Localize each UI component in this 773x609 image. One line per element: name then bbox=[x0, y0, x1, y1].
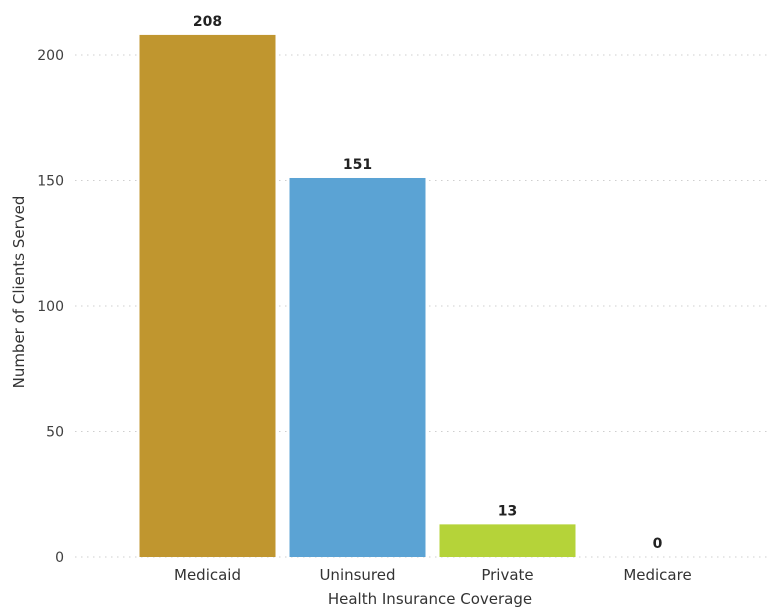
data-label-medicaid: 208 bbox=[193, 14, 222, 30]
x-axis-title: Health Insurance Coverage bbox=[328, 590, 532, 608]
x-axis-categories: Medicaid Uninsured Private Medicare bbox=[174, 566, 692, 584]
y-axis-title: Number of Clients Served bbox=[10, 196, 28, 389]
y-tick-label: 50 bbox=[46, 425, 64, 441]
y-tick-label: 200 bbox=[37, 48, 64, 64]
bar-medicaid[interactable] bbox=[139, 34, 276, 558]
data-label-medicare: 0 bbox=[653, 536, 663, 552]
x-tick-label-uninsured: Uninsured bbox=[319, 566, 395, 584]
bar-uninsured[interactable] bbox=[289, 177, 426, 558]
y-tick-label: 150 bbox=[37, 174, 64, 190]
data-labels: 208 151 13 0 bbox=[193, 14, 663, 552]
data-label-private: 13 bbox=[498, 503, 517, 519]
y-tick-label: 100 bbox=[37, 299, 64, 315]
bars bbox=[139, 34, 576, 558]
y-axis-ticks: 0 50 100 150 200 bbox=[37, 48, 64, 566]
x-tick-label-medicaid: Medicaid bbox=[174, 566, 241, 584]
x-tick-label-medicare: Medicare bbox=[623, 566, 691, 584]
data-label-uninsured: 151 bbox=[343, 157, 372, 173]
y-tick-label: 0 bbox=[55, 550, 64, 566]
x-tick-label-private: Private bbox=[481, 566, 533, 584]
bar-private[interactable] bbox=[439, 524, 576, 557]
